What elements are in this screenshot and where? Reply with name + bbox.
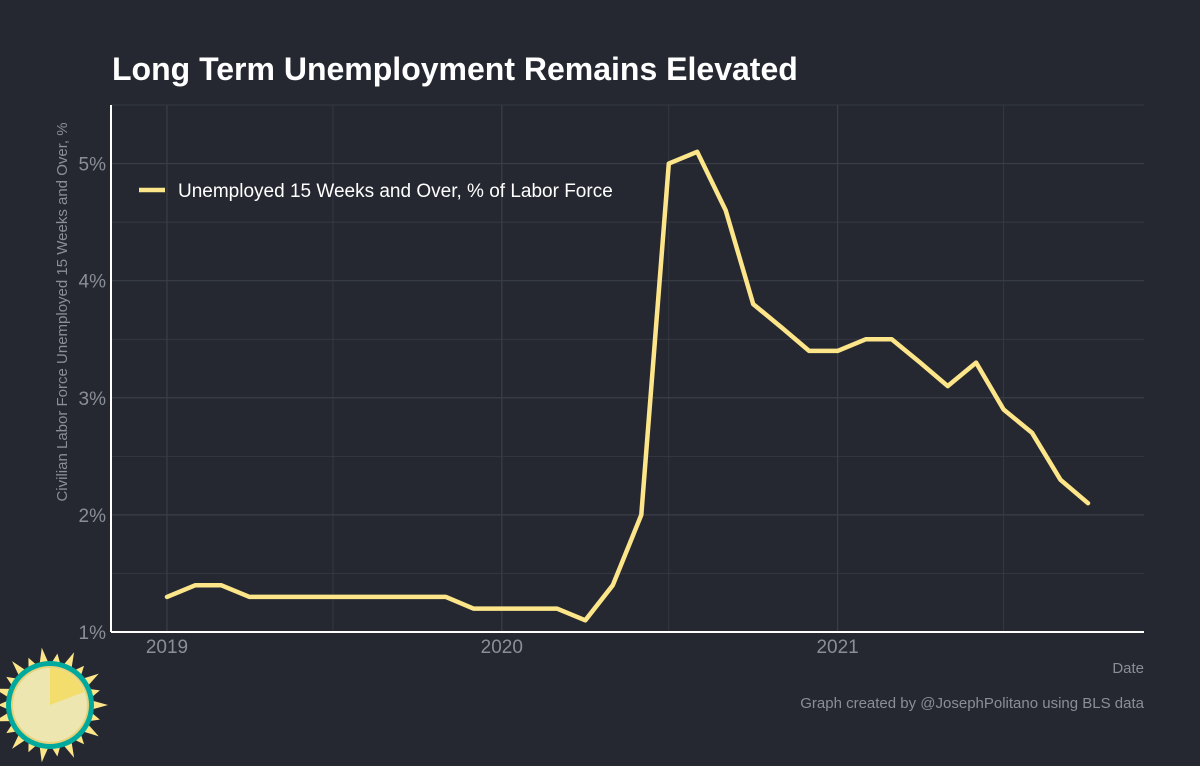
series-line [164,149,1091,623]
sun-ray [39,745,49,763]
x-tick-label: 2020 [481,637,523,658]
sun-ray [73,733,85,745]
sun-logo-icon [0,647,108,763]
chart-caption: Graph created by @JosephPolitano using B… [800,695,1144,712]
sun-ray [39,647,49,665]
y-tick-label: 2% [79,506,107,527]
series-lines [164,149,1091,623]
y-tick-label: 5% [79,155,107,176]
y-tick-label: 4% [79,272,107,293]
x-axis-label: Date [1112,660,1144,677]
y-tick-label: 1% [79,623,107,644]
grid-lines [111,104,1144,633]
sun-ray [91,700,108,710]
x-tick-label: 2019 [146,637,188,658]
legend-label: Unemployed 15 Weeks and Over, % of Labor… [178,181,613,202]
axes [110,105,1144,633]
tick-labels: 1% 2% 3% 4% 5% 2019 2020 2021 [79,155,859,658]
legend: Unemployed 15 Weeks and Over, % of Labor… [139,181,613,202]
sun-ray [73,665,85,677]
x-tick-label: 2021 [816,637,858,658]
chart-title: Long Term Unemployment Remains Elevated [112,51,798,87]
y-tick-label: 3% [79,389,107,410]
y-axis-label: Civilian Labor Force Unemployed 15 Weeks… [54,122,71,501]
